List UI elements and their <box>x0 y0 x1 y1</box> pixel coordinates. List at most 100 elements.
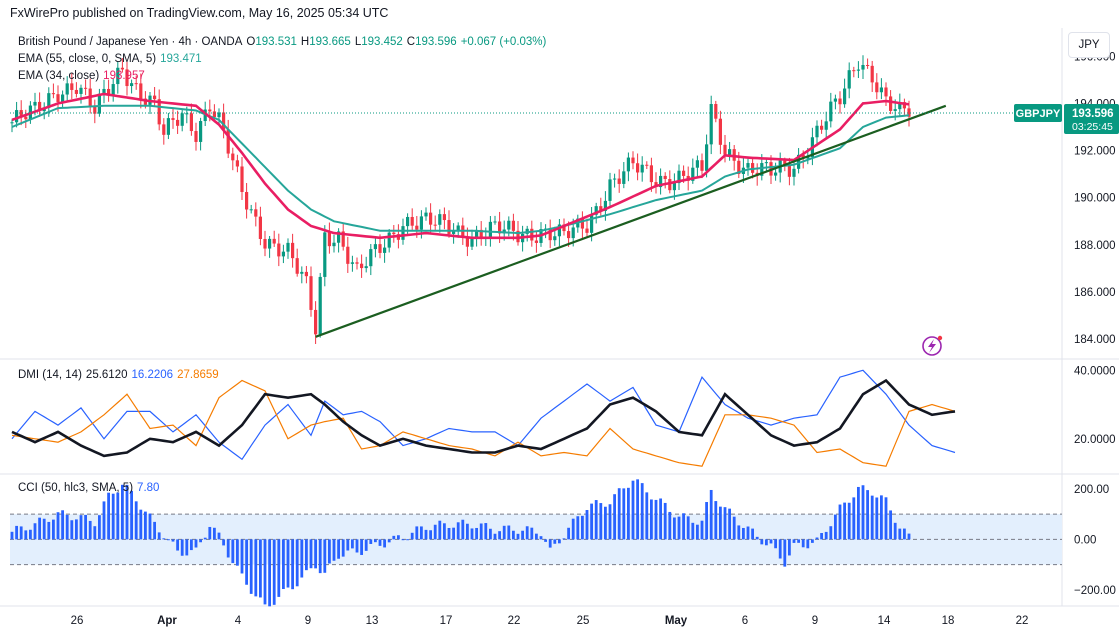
candle-body <box>180 113 184 126</box>
cci-bar <box>742 527 745 540</box>
candle-body <box>19 110 23 117</box>
cci-bar <box>360 539 363 555</box>
cci-histogram <box>10 479 911 607</box>
cci-bar <box>696 524 699 540</box>
ticker-tag-bg <box>1014 103 1062 122</box>
candle-body <box>387 232 391 248</box>
lightning-icon[interactable] <box>922 335 943 356</box>
symbol-name[interactable]: British Pound / Japanese Yen · 4h · OAND… <box>18 36 243 48</box>
currency-button[interactable]: JPY <box>1068 32 1110 58</box>
candle-body <box>47 93 51 108</box>
cci-bar <box>387 539 391 543</box>
cci-bar <box>42 518 46 540</box>
candle-body <box>488 221 492 238</box>
cci-bar <box>245 539 248 585</box>
ema34-legend[interactable]: EMA (34, close) 193.957 <box>18 70 149 82</box>
cci-bar <box>33 523 37 540</box>
candle-body <box>718 118 722 145</box>
candle-body <box>705 144 709 171</box>
cci-bar <box>898 528 902 540</box>
cci-label: CCI (50, hlc3, SMA, 5) <box>18 482 134 494</box>
candle-body <box>327 232 331 247</box>
cci-bar <box>843 502 846 540</box>
cci-bar <box>111 493 115 540</box>
cci-bar <box>571 518 575 540</box>
candle-body <box>61 94 65 102</box>
candle-body <box>884 87 888 97</box>
cci-legend[interactable]: CCI (50, hlc3, SMA, 5) 7.80 <box>18 482 163 494</box>
candle-body <box>364 266 368 269</box>
cci-bar <box>134 501 138 540</box>
candle-body <box>291 242 295 259</box>
dmi-pane[interactable]: 40.0000 20.0000 <box>11 365 1116 467</box>
time-axis-label: 13 <box>366 615 379 627</box>
price-pane[interactable]: 196.000194.000192.000190.000188.000186.0… <box>10 51 1119 356</box>
notification-dot <box>937 335 943 341</box>
cci-bar <box>309 539 313 569</box>
candle-body <box>534 240 538 243</box>
cci-bar <box>157 532 161 540</box>
cci-bar <box>801 539 805 548</box>
dmi-legend[interactable]: DMI (14, 14) 25.6120 16.2206 27.8659 <box>18 369 223 381</box>
dmi-adx-value: 25.6120 <box>85 369 128 381</box>
cci-bar <box>93 526 97 540</box>
cci-bar <box>456 522 460 540</box>
adx-line[interactable] <box>11 378 956 458</box>
candle-body <box>346 246 350 264</box>
ema55-line[interactable] <box>11 104 910 235</box>
cci-bar <box>562 538 566 540</box>
candle-body <box>360 263 364 269</box>
cci-bar <box>328 539 331 564</box>
cci-bar <box>148 513 152 540</box>
ema55-legend[interactable]: EMA (55, close, 0, SMA, 5) 193.471 <box>18 53 206 65</box>
countdown-text: 03:25:45 <box>1072 121 1113 133</box>
cci-bar <box>567 527 570 540</box>
time-axis[interactable]: 26 Apr 4 9 13 17 22 25 May 6 9 14 18 22 <box>71 615 1029 627</box>
plus-di-line[interactable] <box>11 369 956 461</box>
candle-body <box>695 160 699 168</box>
candle-body <box>171 118 175 120</box>
cci-bar <box>714 501 718 540</box>
candle-body <box>548 228 552 241</box>
candle-body <box>668 179 672 191</box>
time-axis-label: 22 <box>508 615 521 627</box>
cci-pane[interactable]: 200.00 0.00 −200.00 <box>10 479 1116 607</box>
candle-body <box>406 216 410 227</box>
candle-body <box>314 309 318 335</box>
candle-body <box>861 64 865 70</box>
candle-body <box>102 88 106 94</box>
cci-bar <box>489 528 492 540</box>
cci-bar <box>443 523 446 540</box>
cci-bar <box>346 539 350 551</box>
candle-body <box>626 157 630 172</box>
cci-bar <box>613 494 616 540</box>
cci-bar <box>116 492 120 540</box>
cci-bar <box>479 523 483 540</box>
cci-bar <box>268 539 271 607</box>
candle-body <box>245 192 249 210</box>
candle-body <box>438 214 442 225</box>
cci-bar <box>24 530 28 540</box>
cci-bar <box>79 515 83 540</box>
candle-body <box>442 214 446 221</box>
candle-body <box>820 125 824 130</box>
candle-body <box>212 111 216 118</box>
trendline[interactable] <box>315 104 947 338</box>
candle-body <box>553 236 557 241</box>
candle-body <box>631 157 635 164</box>
cci-bar <box>866 490 869 540</box>
candle-body <box>56 94 60 102</box>
cci-bar <box>415 526 419 540</box>
candle-body <box>153 95 157 100</box>
cci-bar <box>824 531 828 540</box>
candle-body <box>33 101 37 106</box>
cci-bar <box>834 514 837 540</box>
candle-body <box>571 227 575 239</box>
cci-bar <box>778 539 782 559</box>
cci-bar <box>447 527 451 540</box>
ema34-line[interactable] <box>11 92 910 240</box>
candle-body <box>231 153 235 161</box>
